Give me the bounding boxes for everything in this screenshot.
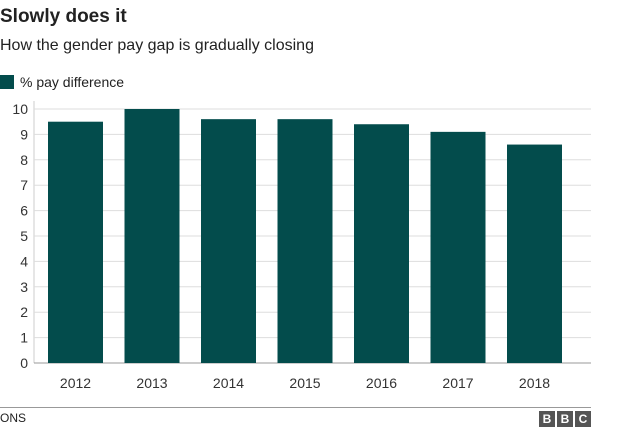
- footer-divider: [0, 407, 591, 408]
- bar-2013: [124, 109, 180, 363]
- y-tick-label: 5: [20, 228, 28, 244]
- x-tick-label: 2012: [60, 375, 91, 391]
- x-tick-label: 2015: [289, 375, 320, 391]
- y-tick-label: 1: [20, 330, 28, 346]
- y-tick-label: 9: [20, 126, 28, 142]
- bar-chart: 0 1 2 3 4 5 6 7 8 9 10 2012 2013 2014 2015 2016 2017 2018: [12, 101, 591, 391]
- y-tick-label: 0: [20, 355, 28, 371]
- y-tick-label: 3: [20, 279, 28, 295]
- y-tick-label: 6: [20, 203, 28, 219]
- y-tick-label: 10: [12, 101, 28, 117]
- legend-swatch: [0, 75, 14, 89]
- bar-2014: [201, 119, 256, 363]
- bar-2017: [430, 131, 486, 363]
- chart-subtitle: How the gender pay gap is gradually clos…: [0, 37, 314, 54]
- bar-2015: [277, 119, 333, 363]
- chart-title: Slowly does it: [0, 6, 127, 27]
- y-tick-label: 2: [20, 304, 28, 320]
- x-tick-label: 2016: [366, 375, 397, 391]
- y-tick-label: 4: [20, 253, 28, 269]
- x-tick-label: 2018: [519, 375, 550, 391]
- legend-label: % pay difference: [20, 74, 125, 90]
- y-tick-label: 8: [20, 152, 28, 168]
- x-tick-label: 2013: [136, 375, 167, 391]
- bar-2012: [48, 121, 103, 363]
- y-tick-label: 7: [20, 177, 28, 193]
- source-label: ONS: [0, 411, 27, 425]
- bar-2018: [507, 144, 562, 363]
- bar-2016: [354, 124, 409, 364]
- x-tick-label: 2017: [442, 375, 473, 391]
- legend: % pay difference: [0, 74, 124, 90]
- x-tick-label: 2014: [213, 375, 244, 391]
